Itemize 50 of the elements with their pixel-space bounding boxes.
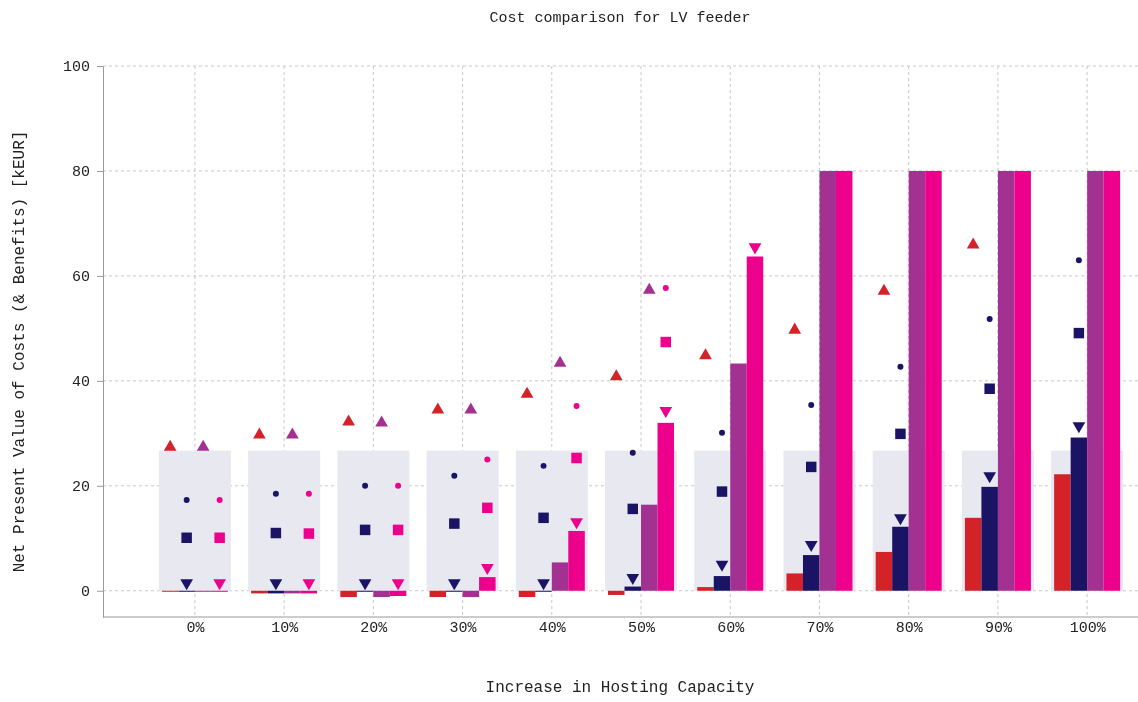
y-axis-title: Net Present Value of Costs (& Benefits) [kEUR] xyxy=(11,130,29,573)
bar xyxy=(608,590,625,595)
y-tick-label: 40 xyxy=(71,374,90,392)
x-tick-label: 20% xyxy=(360,620,389,637)
bar xyxy=(819,170,836,591)
x-tick-label: 60% xyxy=(717,620,746,637)
y-tick-label: 0 xyxy=(80,584,90,602)
bar xyxy=(518,590,536,598)
y-tick-label: 80 xyxy=(71,164,90,182)
x-tick-label: 70% xyxy=(806,620,835,637)
bar xyxy=(1070,437,1088,591)
bar xyxy=(997,170,1015,591)
bar xyxy=(429,590,447,598)
bar xyxy=(1014,170,1031,591)
y-tick-label: 20 xyxy=(71,479,90,497)
y-tick-label: 100 xyxy=(62,59,90,77)
bar xyxy=(1087,170,1104,591)
bar xyxy=(373,590,390,598)
y-tick-label: 60 xyxy=(71,269,90,287)
bar xyxy=(158,450,231,591)
bar xyxy=(551,562,569,591)
bar xyxy=(697,587,714,591)
bar xyxy=(248,450,321,591)
x-tick-label: 50% xyxy=(628,620,657,637)
x-tick-label: 0% xyxy=(186,620,206,637)
x-tick-label: 40% xyxy=(538,620,567,637)
bar xyxy=(925,170,942,591)
bar xyxy=(337,450,410,591)
bar xyxy=(875,551,893,591)
x-tick-label: 90% xyxy=(984,620,1013,637)
bar xyxy=(908,170,926,591)
bar xyxy=(730,363,747,591)
x-tick-label: 30% xyxy=(449,620,478,637)
bar xyxy=(1054,474,1071,591)
x-tick-label: 10% xyxy=(271,620,300,637)
bar xyxy=(713,576,731,591)
bar xyxy=(1103,170,1121,591)
bar xyxy=(426,450,499,591)
x-tick-label: 100% xyxy=(1069,620,1107,637)
bar xyxy=(641,504,658,591)
bar xyxy=(340,590,357,598)
x-axis-title: Increase in Hosting Capacity xyxy=(485,679,755,697)
bar xyxy=(802,555,820,591)
x-tick-label: 80% xyxy=(895,620,924,637)
bar xyxy=(657,422,675,591)
bar xyxy=(835,170,853,591)
bar xyxy=(786,573,803,591)
bar xyxy=(462,590,480,598)
bar xyxy=(964,517,982,591)
chart-title: Cost comparison for LV feeder xyxy=(489,10,751,27)
